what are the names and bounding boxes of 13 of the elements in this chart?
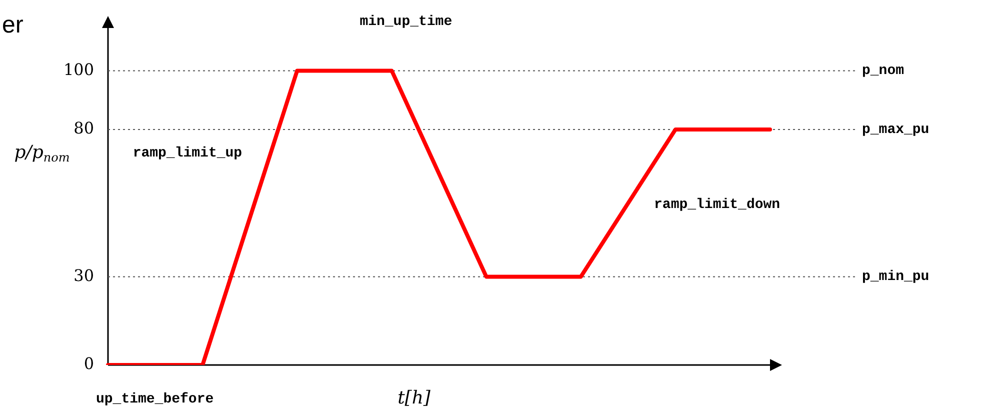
x-axis-title: t[h] [398, 388, 432, 409]
text: er [2, 12, 24, 39]
ref-line-label: p_min_pu [862, 269, 930, 286]
annotation: ramp_limit_up [132, 146, 242, 162]
text: up_time_before [96, 392, 214, 408]
y-tick-label: 0 [84, 354, 94, 374]
ref-line-label: p_max_pu [862, 122, 930, 138]
annotation: ramp_limit_down [654, 197, 780, 214]
y-tick-label: 80 [74, 118, 94, 138]
y-tick-label: 30 [74, 266, 94, 285]
ref-line-label: p_nom [862, 63, 904, 80]
annotation: min_up_time [360, 14, 452, 30]
y-tick-label: 100 [63, 60, 94, 79]
